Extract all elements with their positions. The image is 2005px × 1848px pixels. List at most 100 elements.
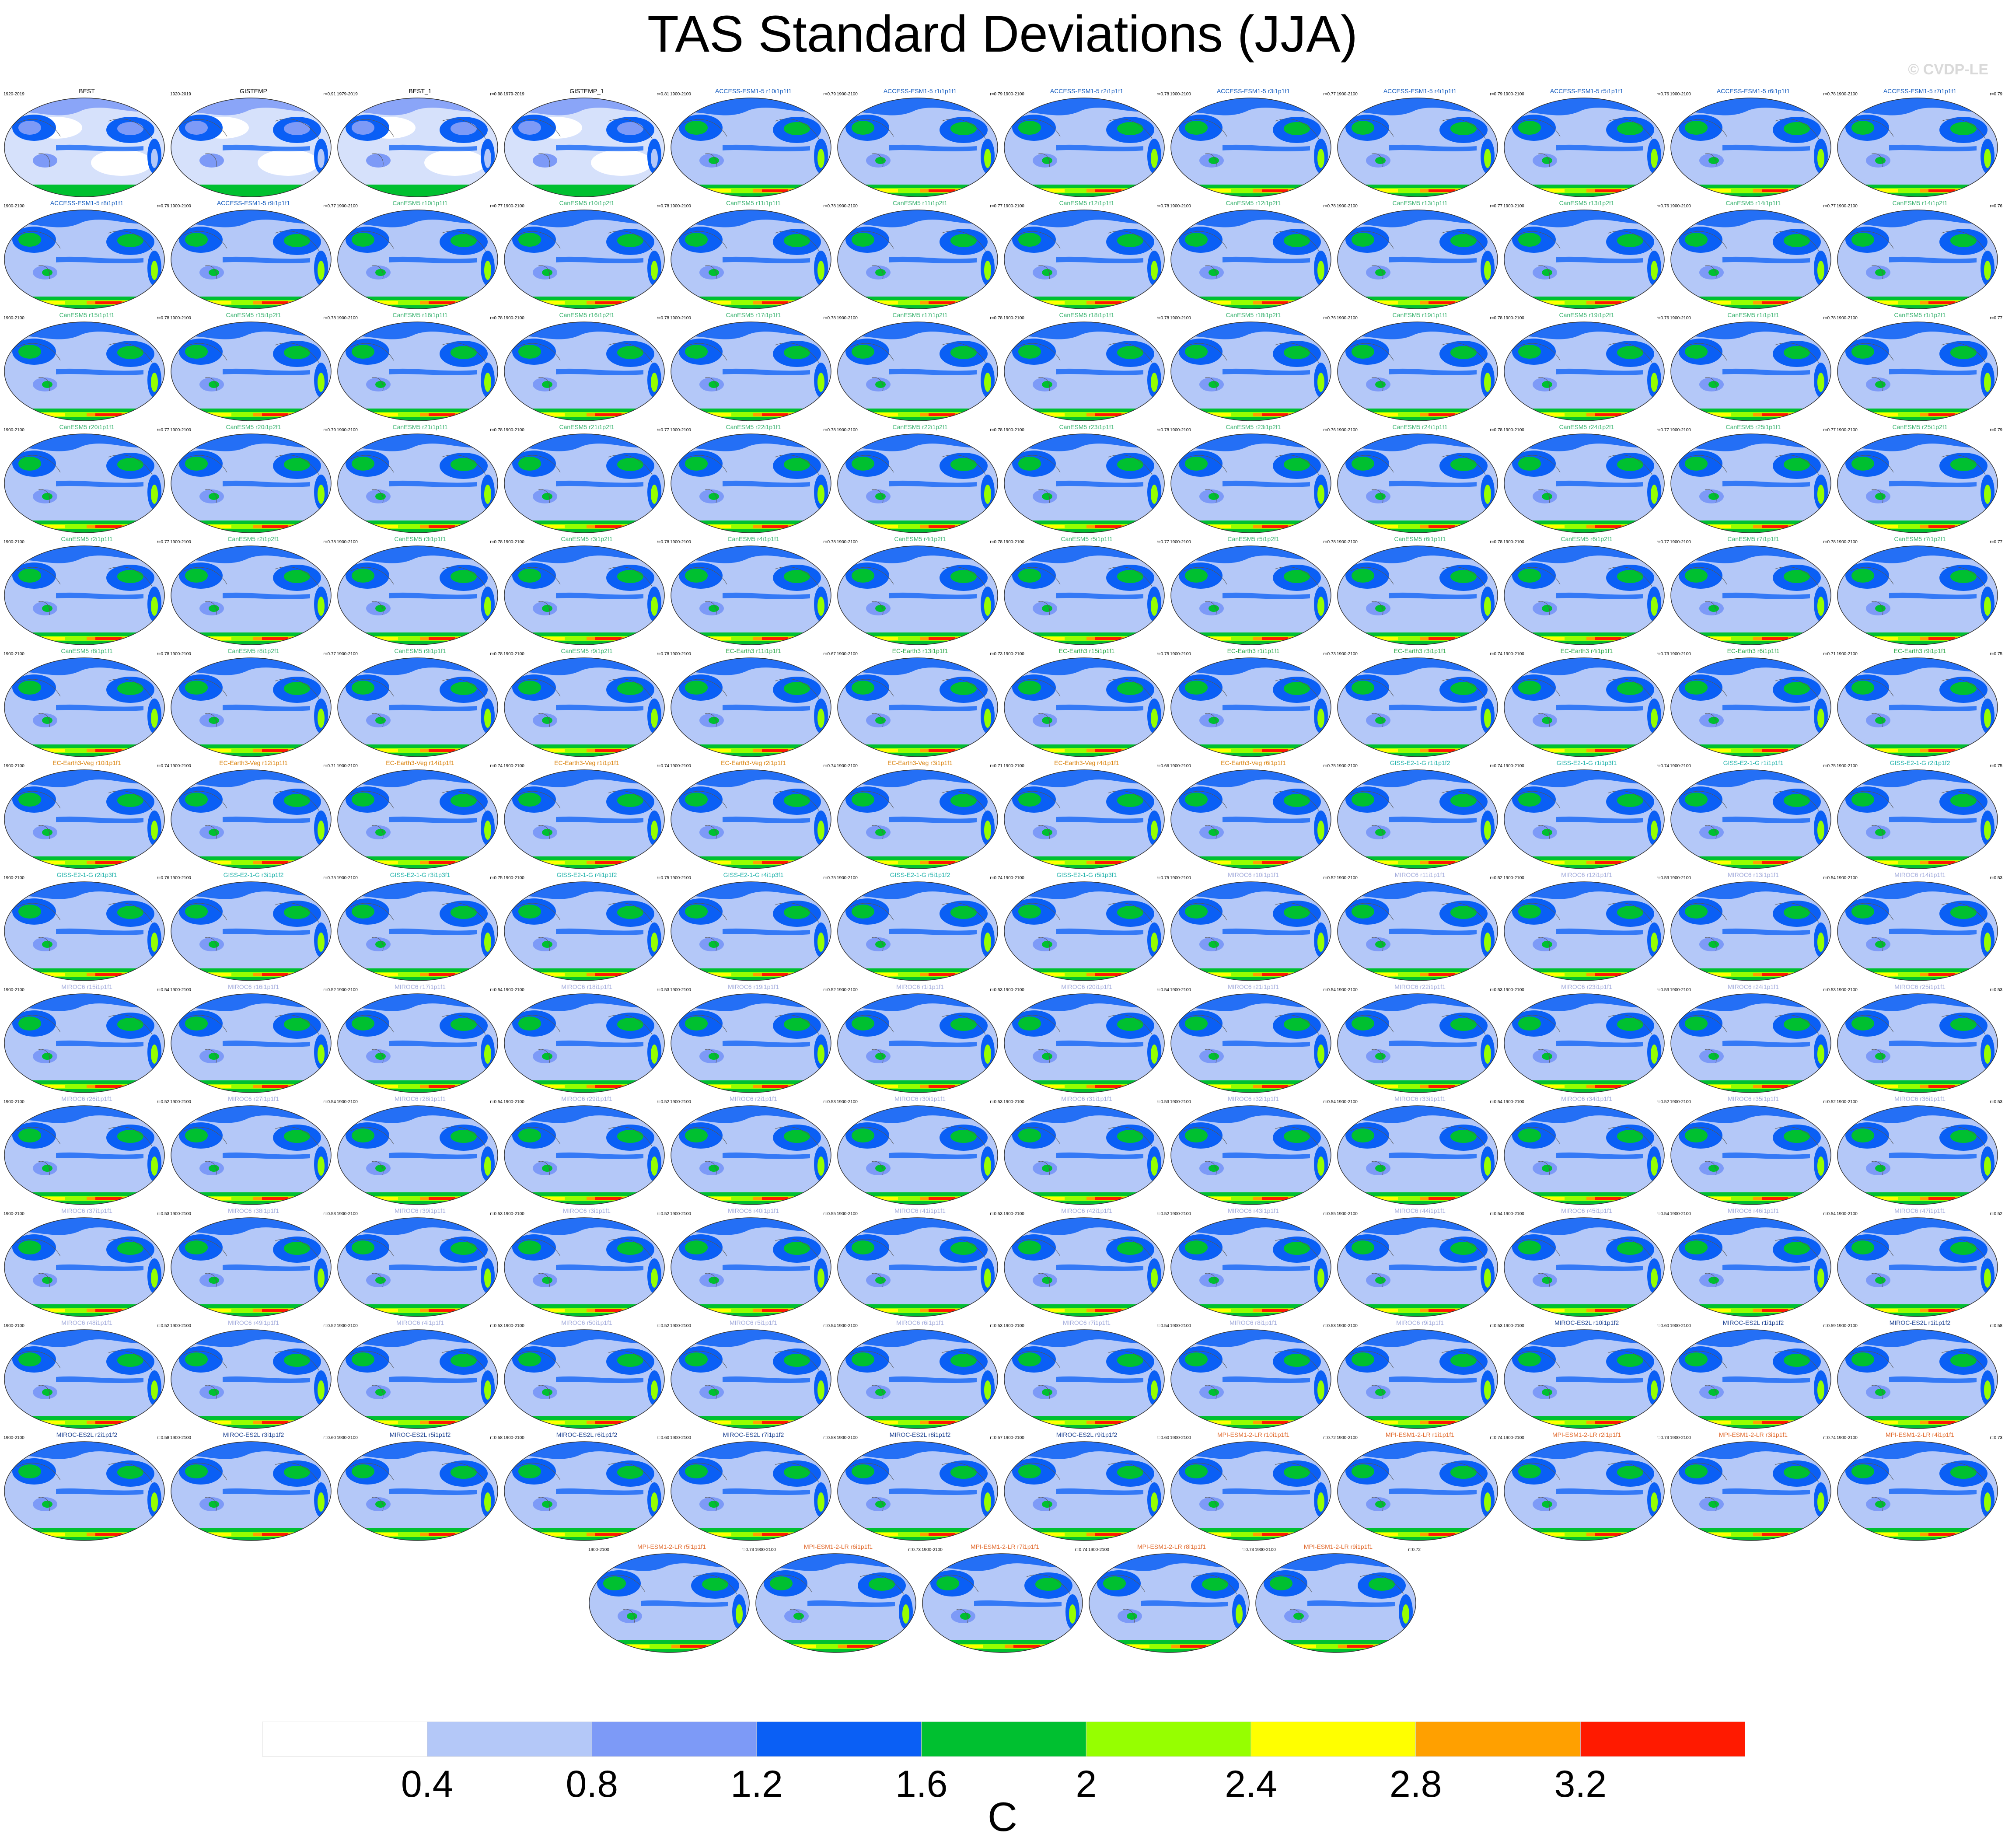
panel-title: MIROC6 r48i1p1f1 (61, 1319, 112, 1326)
panel-pattern-correlation: r=0.79 (823, 92, 836, 97)
panel-title: EC-Earth3 r1i1p1f1 (1227, 647, 1280, 654)
panel-years: 1900-2100 (337, 204, 358, 209)
globe-map (1337, 1217, 1498, 1317)
panel-title: CanESM5 r12i1p1f1 (1059, 199, 1114, 206)
globe-map (1837, 321, 1998, 421)
globe-map (1670, 1105, 1831, 1205)
panel-title: ACCESS-ESM1-5 r10i1p1f1 (715, 87, 792, 94)
panel-years: 1900-2100 (337, 764, 358, 769)
globe-map (837, 1217, 998, 1317)
panel-years: 1900-2100 (337, 652, 358, 657)
panel-title: MIROC-ES2L r1i1p1f2 (1889, 1319, 1951, 1326)
globe-map (1504, 1329, 1665, 1429)
panel-title: CanESM5 r3i1p1f1 (394, 535, 446, 542)
panel-pattern-correlation: r=0.76 (157, 876, 169, 880)
map-panel: CanESM5 r14i1p1f1 1900-2100 r=0.77 (1670, 199, 1837, 311)
panel-pattern-correlation: r=0.79 (990, 92, 1002, 97)
panel-title: MIROC6 r10i1p1f1 (1228, 871, 1279, 878)
panel-years: 1900-2100 (1837, 876, 1858, 880)
map-panel: CanESM5 r24i1p2f1 1900-2100 r=0.77 (1503, 423, 1670, 535)
panel-pattern-correlation: r=0.91 (323, 92, 336, 97)
globe-map (671, 993, 831, 1093)
globe-map (337, 433, 498, 533)
panel-years: 1900-2100 (670, 1212, 691, 1216)
panel-years: 1900-2100 (1670, 1212, 1691, 1216)
panel-pattern-correlation: r=0.54 (1823, 1212, 1836, 1216)
globe-map (1004, 545, 1165, 645)
panel-pattern-correlation: r=0.78 (823, 428, 836, 433)
map-panel: CanESM5 r18i1p2f1 1900-2100 r=0.76 (1170, 311, 1337, 423)
panel-years: 1900-2100 (1337, 1436, 1358, 1440)
panel-pattern-correlation: r=0.74 (1490, 652, 1502, 657)
globe-map (1670, 657, 1831, 757)
panel-pattern-correlation: r=0.78 (1323, 204, 1336, 209)
map-panel: CanESM5 r8i1p2f1 1900-2100 r=0.77 (170, 647, 337, 759)
globe-map (504, 993, 665, 1093)
panel-years: 1900-2100 (670, 652, 691, 657)
panel-years: 1900-2100 (837, 540, 858, 545)
panel-pattern-correlation: r=0.54 (1656, 1212, 1669, 1216)
panel-pattern-correlation: r=0.78 (1490, 540, 1502, 545)
panel-pattern-correlation: r=0.53 (990, 1100, 1002, 1104)
panel-title: CanESM5 r20i1p1f1 (59, 423, 115, 430)
panel-title: MPI-ESM1-2-LR r4i1p1f1 (1885, 1431, 1955, 1438)
globe-map (1004, 1329, 1165, 1429)
panel-title: CanESM5 r2i1p1f1 (61, 535, 113, 542)
panel-title: MPI-ESM1-2-LR r10i1p1f1 (1217, 1431, 1289, 1438)
globe-map (1504, 881, 1665, 981)
globe-map (1670, 1217, 1831, 1317)
map-panel: CanESM5 r4i1p2f1 1900-2100 r=0.78 (837, 535, 1003, 647)
globe-map (1504, 98, 1665, 197)
map-panel: GISS-E2-1-G r1i1p1f1 1900-2100 r=0.75 (1670, 759, 1837, 871)
globe-map (1170, 321, 1331, 421)
panel-years: 1900-2100 (1503, 428, 1524, 433)
globe-map (1004, 1105, 1165, 1205)
panel-years: 1900-2100 (3, 1212, 24, 1216)
panel-pattern-correlation: r=0.74 (990, 876, 1002, 880)
map-panel: EC-Earth3-Veg r1i1p1f1 1900-2100 r=0.74 (503, 759, 670, 871)
panel-title: CanESM5 r14i1p2f1 (1892, 199, 1948, 206)
map-panel: MIROC6 r6i1p1f1 1900-2100 r=0.53 (837, 1319, 1003, 1431)
panel-pattern-correlation: r=0.58 (823, 1436, 836, 1440)
panel-pattern-correlation: r=0.53 (1490, 988, 1502, 992)
map-panel: MIROC6 r3i1p1f1 1900-2100 r=0.52 (503, 1207, 670, 1319)
panel-years: 1900-2100 (3, 1100, 24, 1104)
panel-pattern-correlation: r=0.53 (990, 1212, 1002, 1216)
panel-years: 1900-2100 (503, 988, 524, 992)
panel-years: 1900-2100 (670, 764, 691, 769)
panel-title: MIROC6 r41i1p1f1 (894, 1207, 946, 1214)
map-panel: CanESM5 r20i1p2f1 1900-2100 r=0.79 (170, 423, 337, 535)
panel-pattern-correlation: r=0.79 (1990, 428, 2002, 433)
panel-title: ACCESS-ESM1-5 r3i1p1f1 (1216, 87, 1290, 94)
panel-title: MIROC6 r32i1p1f1 (1228, 1095, 1279, 1102)
panel-years: 1900-2100 (1670, 652, 1691, 657)
colorbar-swatch (1580, 1722, 1745, 1757)
panel-title: CanESM5 r19i1p2f1 (1559, 311, 1614, 318)
map-panel: EC-Earth3 r11i1p1f1 1900-2100 r=0.67 (670, 647, 837, 759)
globe-map (1004, 1441, 1165, 1541)
panel-title: CanESM5 r10i1p1f1 (392, 199, 448, 206)
globe-map (4, 433, 165, 533)
map-panel: GISTEMP_1 1979-2019 r=0.81 (503, 87, 670, 199)
panel-years: 1900-2100 (1337, 316, 1358, 321)
panel-title: CanESM5 r22i1p1f1 (726, 423, 781, 430)
panel-years: 1900-2100 (3, 1436, 24, 1440)
panel-years: 1900-2100 (1003, 764, 1024, 769)
panel-title: ACCESS-ESM1-5 r5i1p1f1 (1550, 87, 1624, 94)
panel-pattern-correlation: r=0.73 (741, 1548, 754, 1552)
map-panel: MIROC6 r5i1p1f1 1900-2100 r=0.54 (670, 1319, 837, 1431)
panel-title: EC-Earth3 r9i1p1f1 (1893, 647, 1946, 654)
globe-map (1004, 769, 1165, 869)
panel-years: 1900-2100 (1670, 204, 1691, 209)
globe-map (171, 657, 332, 757)
panel-years: 1900-2100 (670, 1324, 691, 1328)
panel-years: 1900-2100 (337, 316, 358, 321)
map-panel: MIROC6 r4i1p1f1 1900-2100 r=0.53 (337, 1319, 503, 1431)
panel-years: 1900-2100 (1837, 1100, 1858, 1104)
panel-title: CanESM5 r4i1p1f1 (727, 535, 779, 542)
panel-years: 1900-2100 (1503, 204, 1524, 209)
globe-map (4, 1217, 165, 1317)
globe-map (337, 545, 498, 645)
map-panel: EC-Earth3 r15i1p1f1 1900-2100 r=0.75 (1003, 647, 1170, 759)
globe-map (171, 993, 332, 1093)
